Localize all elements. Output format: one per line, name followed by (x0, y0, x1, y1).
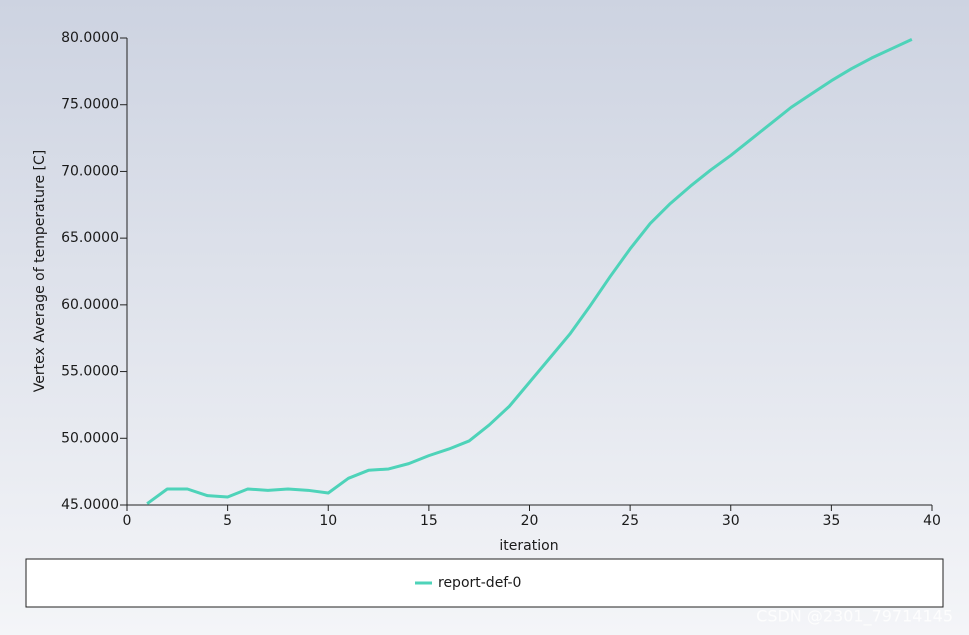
x-tick-label: 30 (722, 513, 740, 529)
x-tick-label: 25 (621, 513, 639, 529)
y-axis-label: Vertex Average of temperature [C] (32, 150, 48, 392)
y-tick-label: 45.0000 (61, 497, 119, 513)
x-tick-label: 5 (223, 513, 232, 529)
y-tick-label: 65.0000 (61, 230, 119, 246)
x-tick-label: 20 (521, 513, 539, 529)
y-tick-label: 60.0000 (61, 297, 119, 313)
x-tick-label: 40 (923, 513, 941, 529)
x-axis-label: iteration (499, 538, 558, 554)
y-tick-label: 70.0000 (61, 163, 119, 179)
x-tick-label: 0 (123, 513, 132, 529)
legend-label: report-def-0 (438, 575, 521, 591)
x-tick-label: 10 (319, 513, 337, 529)
y-tick-label: 55.0000 (61, 364, 119, 380)
y-tick-label: 50.0000 (61, 430, 119, 446)
watermark: CSDN @2301_79714145 (756, 607, 953, 627)
legend-box (25, 558, 944, 608)
x-tick-label: 15 (420, 513, 438, 529)
y-tick-label: 75.0000 (61, 97, 119, 113)
x-tick-label: 35 (822, 513, 840, 529)
data-line (146, 37, 913, 505)
y-tick-label: 80.0000 (61, 30, 119, 46)
